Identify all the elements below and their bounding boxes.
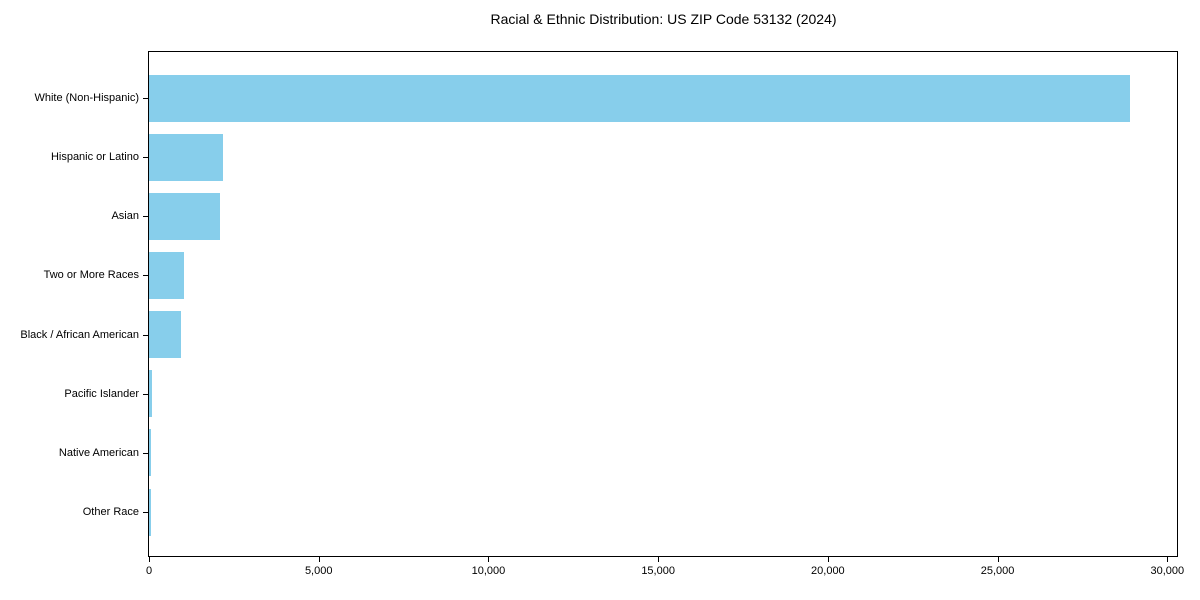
- x-axis-label: 20,000: [811, 565, 845, 577]
- y-axis-label: Pacific Islander: [64, 387, 139, 400]
- bar-two-or-more-races: [149, 251, 184, 299]
- y-axis-label: Two or More Races: [43, 269, 139, 282]
- bar-black-african-american: [149, 311, 181, 359]
- y-axis-tick: [143, 275, 149, 277]
- y-axis-label: Hispanic or Latino: [50, 151, 139, 164]
- x-axis-tick: [149, 556, 150, 562]
- y-axis-tick: [143, 393, 149, 395]
- bar-native-american: [149, 429, 152, 477]
- x-axis-tick: [658, 556, 660, 562]
- x-axis-label: 25,000: [980, 565, 1015, 577]
- y-axis-label: Other Race: [82, 506, 139, 518]
- y-axis-label: Native American: [58, 446, 139, 459]
- y-axis-tick: [143, 512, 149, 513]
- bar-pacific-islander: [149, 370, 152, 418]
- y-axis-label: Asian: [111, 210, 139, 223]
- x-axis-label: 30,000: [1150, 565, 1185, 577]
- y-axis-tick: [143, 452, 149, 454]
- y-axis-tick: [143, 157, 149, 159]
- chart-title: Racial & Ethnic Distribution: US ZIP Cod…: [490, 11, 837, 27]
- y-axis-tick: [143, 216, 149, 218]
- bar-white-non-hispanic: [149, 74, 1130, 122]
- x-axis-label: 10,000: [471, 565, 506, 577]
- x-axis-tick: [997, 556, 999, 562]
- y-axis-label: White (Non-Hispanic): [34, 92, 139, 104]
- x-axis-label: 5,000: [304, 565, 333, 577]
- bar-asian: [149, 192, 220, 240]
- x-axis-tick: [1167, 556, 1169, 562]
- y-axis-label: Black / African American: [20, 328, 139, 341]
- y-axis-tick: [143, 334, 149, 336]
- x-axis-tick: [827, 556, 829, 562]
- x-axis-label: 15,000: [641, 565, 675, 577]
- x-axis-tick: [488, 556, 490, 562]
- bar-other-race: [149, 488, 152, 536]
- x-axis-tick: [318, 556, 320, 562]
- plot-area: White (Non-Hispanic) Hispanic or Latino As…: [20, 51, 1184, 577]
- x-axis-label: 0: [145, 565, 153, 577]
- y-axis-tick: [143, 98, 149, 99]
- bar-hispanic-or-latino: [149, 133, 223, 181]
